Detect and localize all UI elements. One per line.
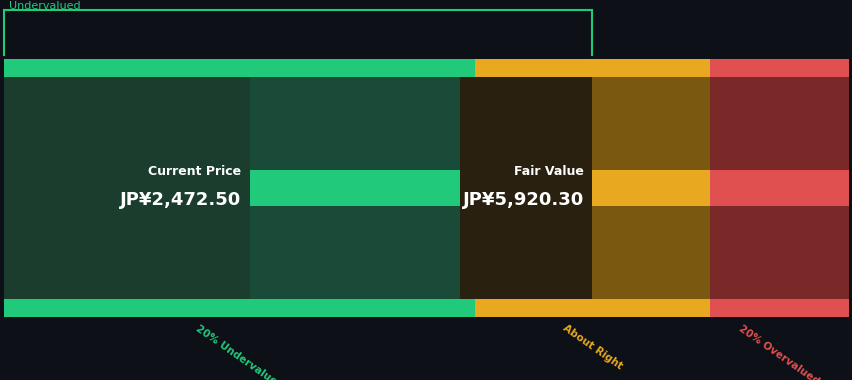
Bar	[460, 77, 592, 299]
Bar	[709, 77, 848, 170]
Bar	[475, 77, 709, 170]
Text: Fair Value: Fair Value	[514, 165, 584, 177]
Bar	[475, 170, 709, 206]
Bar	[4, 77, 475, 170]
Bar	[475, 59, 709, 77]
Text: 20% Undervalued: 20% Undervalued	[194, 323, 285, 380]
Text: Undervalued: Undervalued	[9, 1, 80, 11]
Bar	[475, 206, 709, 299]
Bar	[4, 206, 475, 299]
Bar	[709, 206, 848, 299]
Bar	[709, 170, 848, 206]
Bar	[4, 299, 475, 317]
Bar	[475, 299, 709, 317]
Text: 20% Overvalued: 20% Overvalued	[736, 323, 820, 380]
Text: JP¥2,472.50: JP¥2,472.50	[120, 190, 241, 209]
Bar	[4, 170, 475, 206]
Bar	[709, 59, 848, 77]
Bar	[4, 77, 250, 299]
Text: Current Price: Current Price	[148, 165, 241, 177]
Text: About Right: About Right	[560, 323, 624, 372]
Bar	[4, 59, 475, 77]
Bar	[709, 299, 848, 317]
Text: JP¥5,920.30: JP¥5,920.30	[462, 190, 584, 209]
